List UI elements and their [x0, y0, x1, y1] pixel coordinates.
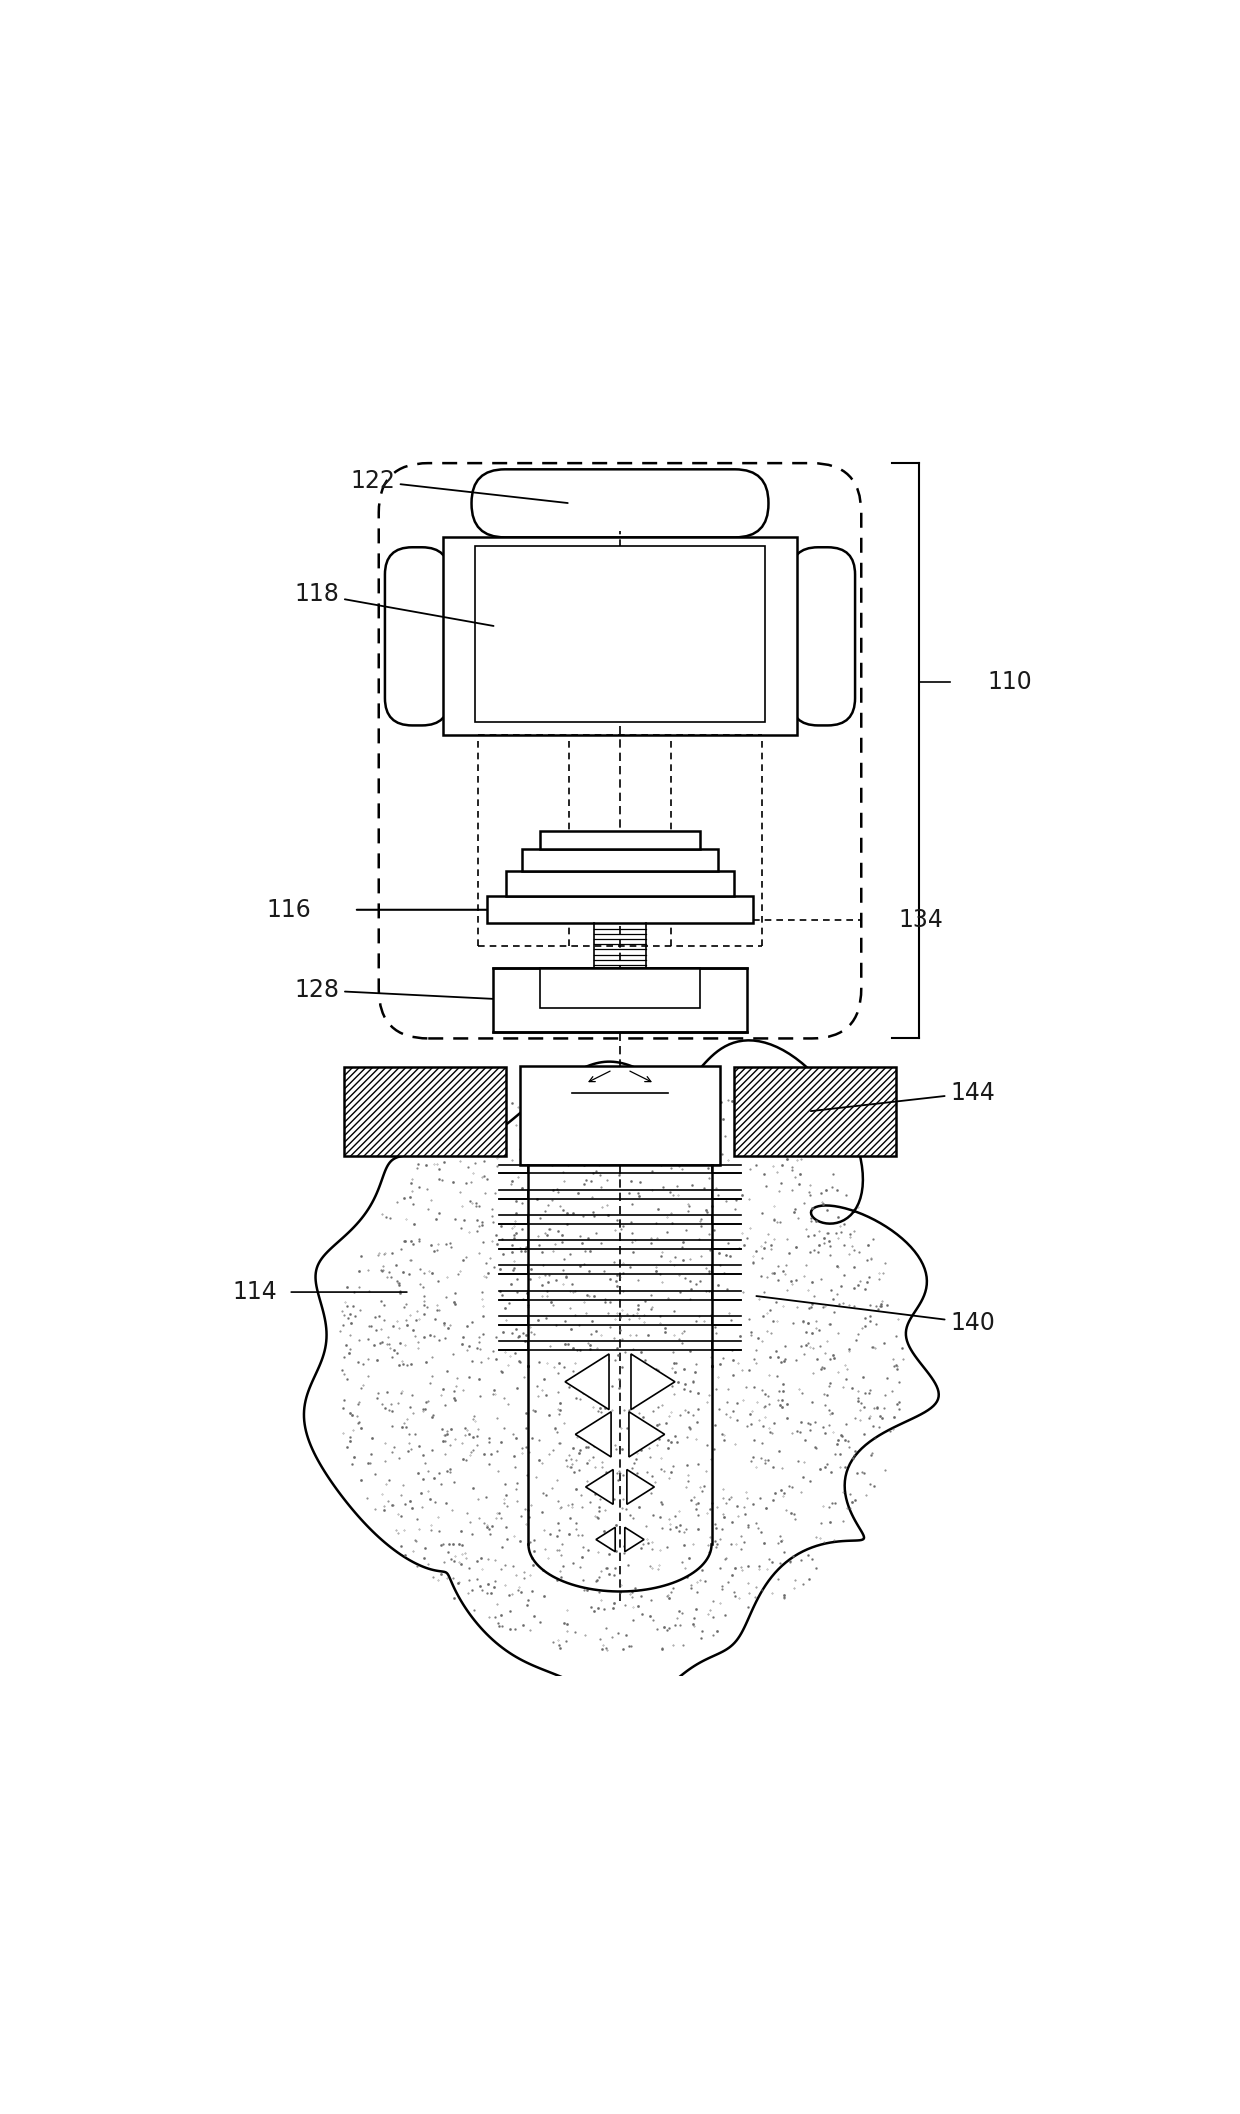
Polygon shape: [631, 1353, 675, 1410]
Text: 118: 118: [294, 581, 494, 626]
Bar: [494, 968, 746, 1032]
Text: 134: 134: [898, 907, 944, 932]
FancyBboxPatch shape: [471, 469, 769, 537]
Bar: [443, 537, 797, 736]
Polygon shape: [625, 1526, 644, 1552]
Bar: [487, 896, 753, 924]
Polygon shape: [304, 1040, 939, 1704]
Text: 114: 114: [233, 1281, 278, 1304]
Bar: [520, 1065, 720, 1165]
Bar: [522, 850, 718, 871]
Polygon shape: [629, 1412, 665, 1457]
Polygon shape: [627, 1469, 655, 1505]
Text: 116: 116: [267, 898, 311, 922]
Text: 144: 144: [811, 1080, 994, 1112]
FancyBboxPatch shape: [384, 548, 449, 725]
Bar: [539, 968, 701, 1008]
Text: 140: 140: [756, 1296, 994, 1336]
Polygon shape: [596, 1526, 615, 1552]
Polygon shape: [585, 1469, 613, 1505]
FancyBboxPatch shape: [791, 548, 856, 725]
Text: 128: 128: [294, 979, 515, 1002]
Text: 110: 110: [987, 670, 1032, 693]
Bar: [539, 831, 701, 850]
Polygon shape: [575, 1412, 611, 1457]
Bar: [475, 545, 765, 723]
Text: 122: 122: [350, 469, 568, 503]
Polygon shape: [565, 1353, 609, 1410]
Polygon shape: [734, 1068, 897, 1156]
Polygon shape: [343, 1068, 506, 1156]
Bar: [506, 871, 734, 896]
